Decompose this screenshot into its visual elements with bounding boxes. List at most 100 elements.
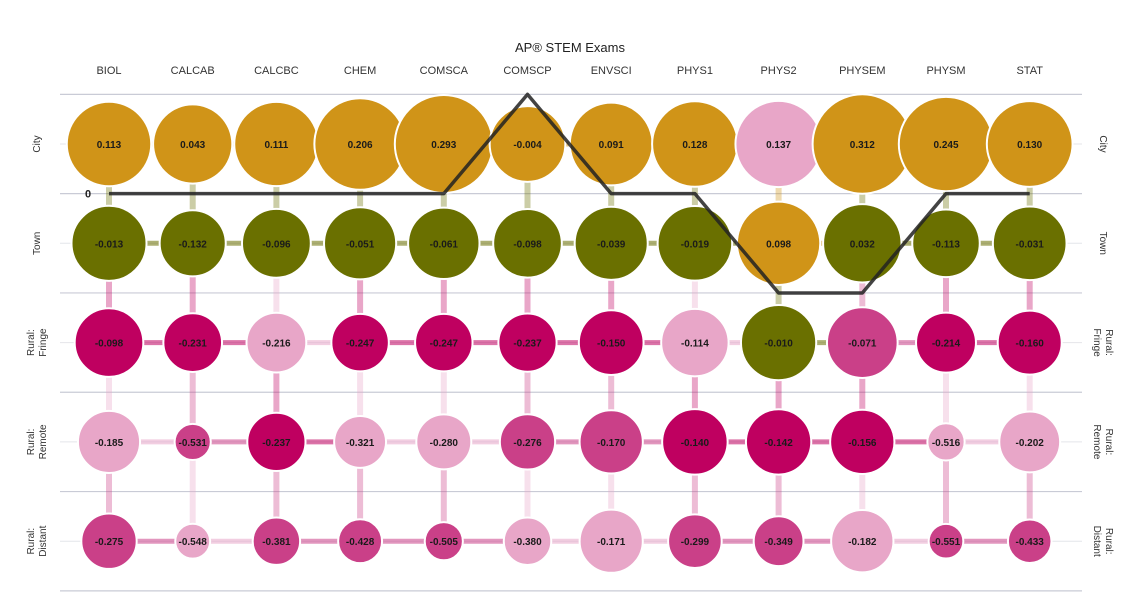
row-label-right-town: Town xyxy=(1097,232,1108,255)
bubble-value-label: 0.091 xyxy=(599,140,624,151)
bubble-city-stat xyxy=(985,100,1074,188)
bubble-rural-remote-calcbc xyxy=(246,411,307,473)
row-label-line: Fringe xyxy=(1091,328,1102,357)
bubble-value-label: -0.381 xyxy=(262,537,291,548)
column-label-envsci: ENVSCI xyxy=(591,65,632,77)
column-label-calcab: CALCAB xyxy=(171,65,215,77)
row-label-line: Rural: xyxy=(26,429,37,456)
bubble-city-comscp xyxy=(488,105,567,183)
bubble-layer: 0.113 0.043 0.111 0.206 0.293 -0.004 0.091 0.12… xyxy=(65,93,1074,574)
row-label-line: Remote xyxy=(38,424,49,459)
row-label-line: City xyxy=(32,135,43,152)
bubble-rural-distant-stat xyxy=(1006,518,1053,564)
bubble-value-label: -0.140 xyxy=(681,438,710,449)
bubble-value-label: -0.551 xyxy=(932,537,961,548)
bubble-value-label: -0.237 xyxy=(262,438,291,449)
bubble-value-label: -0.237 xyxy=(513,339,542,350)
bubble-rural-remote-phys1 xyxy=(661,408,729,476)
row-label-left-rural-fringe: Rural: Fringe xyxy=(26,328,49,357)
bubble-city-calcab xyxy=(152,103,234,185)
bubble-value-label: -0.531 xyxy=(179,438,208,449)
chart-title: AP® STEM Exams xyxy=(515,40,625,55)
column-label-stat: STAT xyxy=(1016,65,1043,77)
zero-line-label: 0 xyxy=(85,189,91,201)
bubble-value-label: 0.293 xyxy=(431,140,456,151)
column-label-phys1: PHYS1 xyxy=(677,65,713,77)
bubble-rural-distant-physem xyxy=(830,509,895,574)
bubble-value-label: -0.051 xyxy=(346,239,375,250)
bubble-value-label: -0.160 xyxy=(1016,339,1045,350)
bubble-town-comsca xyxy=(407,206,481,281)
bubble-value-label: -0.039 xyxy=(597,239,626,250)
row-label-line: Distant xyxy=(1091,526,1102,557)
bubble-town-calcab xyxy=(158,209,227,278)
column-label-physem: PHYSEM xyxy=(839,65,885,77)
bubble-value-label: -0.280 xyxy=(430,438,459,449)
row-label-left-city: City xyxy=(32,135,43,152)
label-layer: BIOL CALCAB CALCBC CHEM COMSCA COMSCP ENVSCI PH… xyxy=(26,65,1114,557)
bubble-value-label: -0.031 xyxy=(1016,239,1045,250)
row-label-right-rural-remote: Rural:Remote xyxy=(1091,424,1114,459)
row-label-line: Rural: xyxy=(1103,429,1114,456)
column-label-physm: PHYSM xyxy=(926,65,965,77)
bubble-rural-fringe-calcbc xyxy=(245,311,308,374)
bubble-value-label: 0.130 xyxy=(1017,140,1042,151)
row-label-line: Rural: xyxy=(1103,528,1114,555)
bubble-rural-fringe-chem xyxy=(330,312,390,373)
bubble-rural-fringe-phys2 xyxy=(739,303,818,382)
bubble-rural-distant-comscp xyxy=(502,516,553,566)
bubble-value-label: -0.156 xyxy=(848,438,877,449)
bubble-city-biol xyxy=(65,100,153,188)
bubble-value-label: -0.061 xyxy=(430,239,459,250)
row-label-line: Rural: xyxy=(1103,329,1114,356)
row-label-right-city: City xyxy=(1097,135,1108,152)
bubble-rural-remote-chem xyxy=(333,414,388,469)
bubble-value-label: -0.004 xyxy=(513,140,542,151)
bubble-value-label: 0.043 xyxy=(180,140,205,151)
bubble-town-physem xyxy=(822,203,903,284)
bubble-value-label: -0.132 xyxy=(179,239,208,250)
row-label-line: Town xyxy=(1097,232,1108,255)
bubble-value-label: -0.171 xyxy=(597,537,626,548)
column-label-comsca: COMSCA xyxy=(420,65,469,77)
comscp-line xyxy=(109,92,1030,295)
bubble-rural-fringe-physm xyxy=(915,311,977,374)
bubble-value-label: -0.150 xyxy=(597,339,626,350)
bubble-value-label: -0.113 xyxy=(932,239,960,250)
bubble-value-label: -0.516 xyxy=(932,438,961,449)
bubble-value-label: -0.096 xyxy=(262,239,291,250)
row-label-line: Remote xyxy=(1091,424,1102,459)
row-label-right-rural-distant: Rural:Distant xyxy=(1091,526,1114,557)
row-label-line: City xyxy=(1097,135,1108,152)
bubble-town-chem xyxy=(323,206,398,281)
row-label-right-rural-fringe: Rural:Fringe xyxy=(1091,328,1114,357)
bubble-rural-distant-phys2 xyxy=(752,515,805,568)
bubble-value-label: 0.206 xyxy=(348,140,373,151)
bubble-value-label: 0.113 xyxy=(97,140,122,151)
bubble-value-label: -0.182 xyxy=(848,537,877,548)
bubble-rural-distant-phys1 xyxy=(667,513,723,569)
row-label-line: Rural: xyxy=(26,329,37,356)
bubble-value-label: -0.247 xyxy=(430,339,459,350)
column-label-phys2: PHYS2 xyxy=(761,65,797,77)
bubble-rural-remote-envsci xyxy=(578,409,644,475)
bubble-value-label: -0.185 xyxy=(95,438,124,449)
bubble-value-label: -0.505 xyxy=(430,537,459,548)
bubble-rural-remote-physm xyxy=(926,422,966,462)
bubble-value-label: -0.010 xyxy=(764,339,793,350)
bubble-value-label: -0.321 xyxy=(346,438,375,449)
row-label-left-town: Town xyxy=(32,232,43,255)
bubble-rural-distant-calcab xyxy=(174,522,212,560)
bubble-rural-distant-comsca xyxy=(423,521,464,562)
bubble-value-label: -0.247 xyxy=(346,339,375,350)
bubble-value-label: 0.111 xyxy=(264,140,288,151)
bubble-town-phys1 xyxy=(656,205,734,282)
bubble-value-label: 0.032 xyxy=(850,239,875,250)
bubble-value-label: -0.349 xyxy=(764,537,793,548)
bubble-rural-distant-envsci xyxy=(578,508,644,574)
bubble-value-label: -0.202 xyxy=(1016,438,1045,449)
row-label-left-rural-distant: Rural: Distant xyxy=(26,525,49,556)
bubble-town-physm xyxy=(911,208,981,279)
bubble-rural-fringe-comsca xyxy=(414,312,474,373)
